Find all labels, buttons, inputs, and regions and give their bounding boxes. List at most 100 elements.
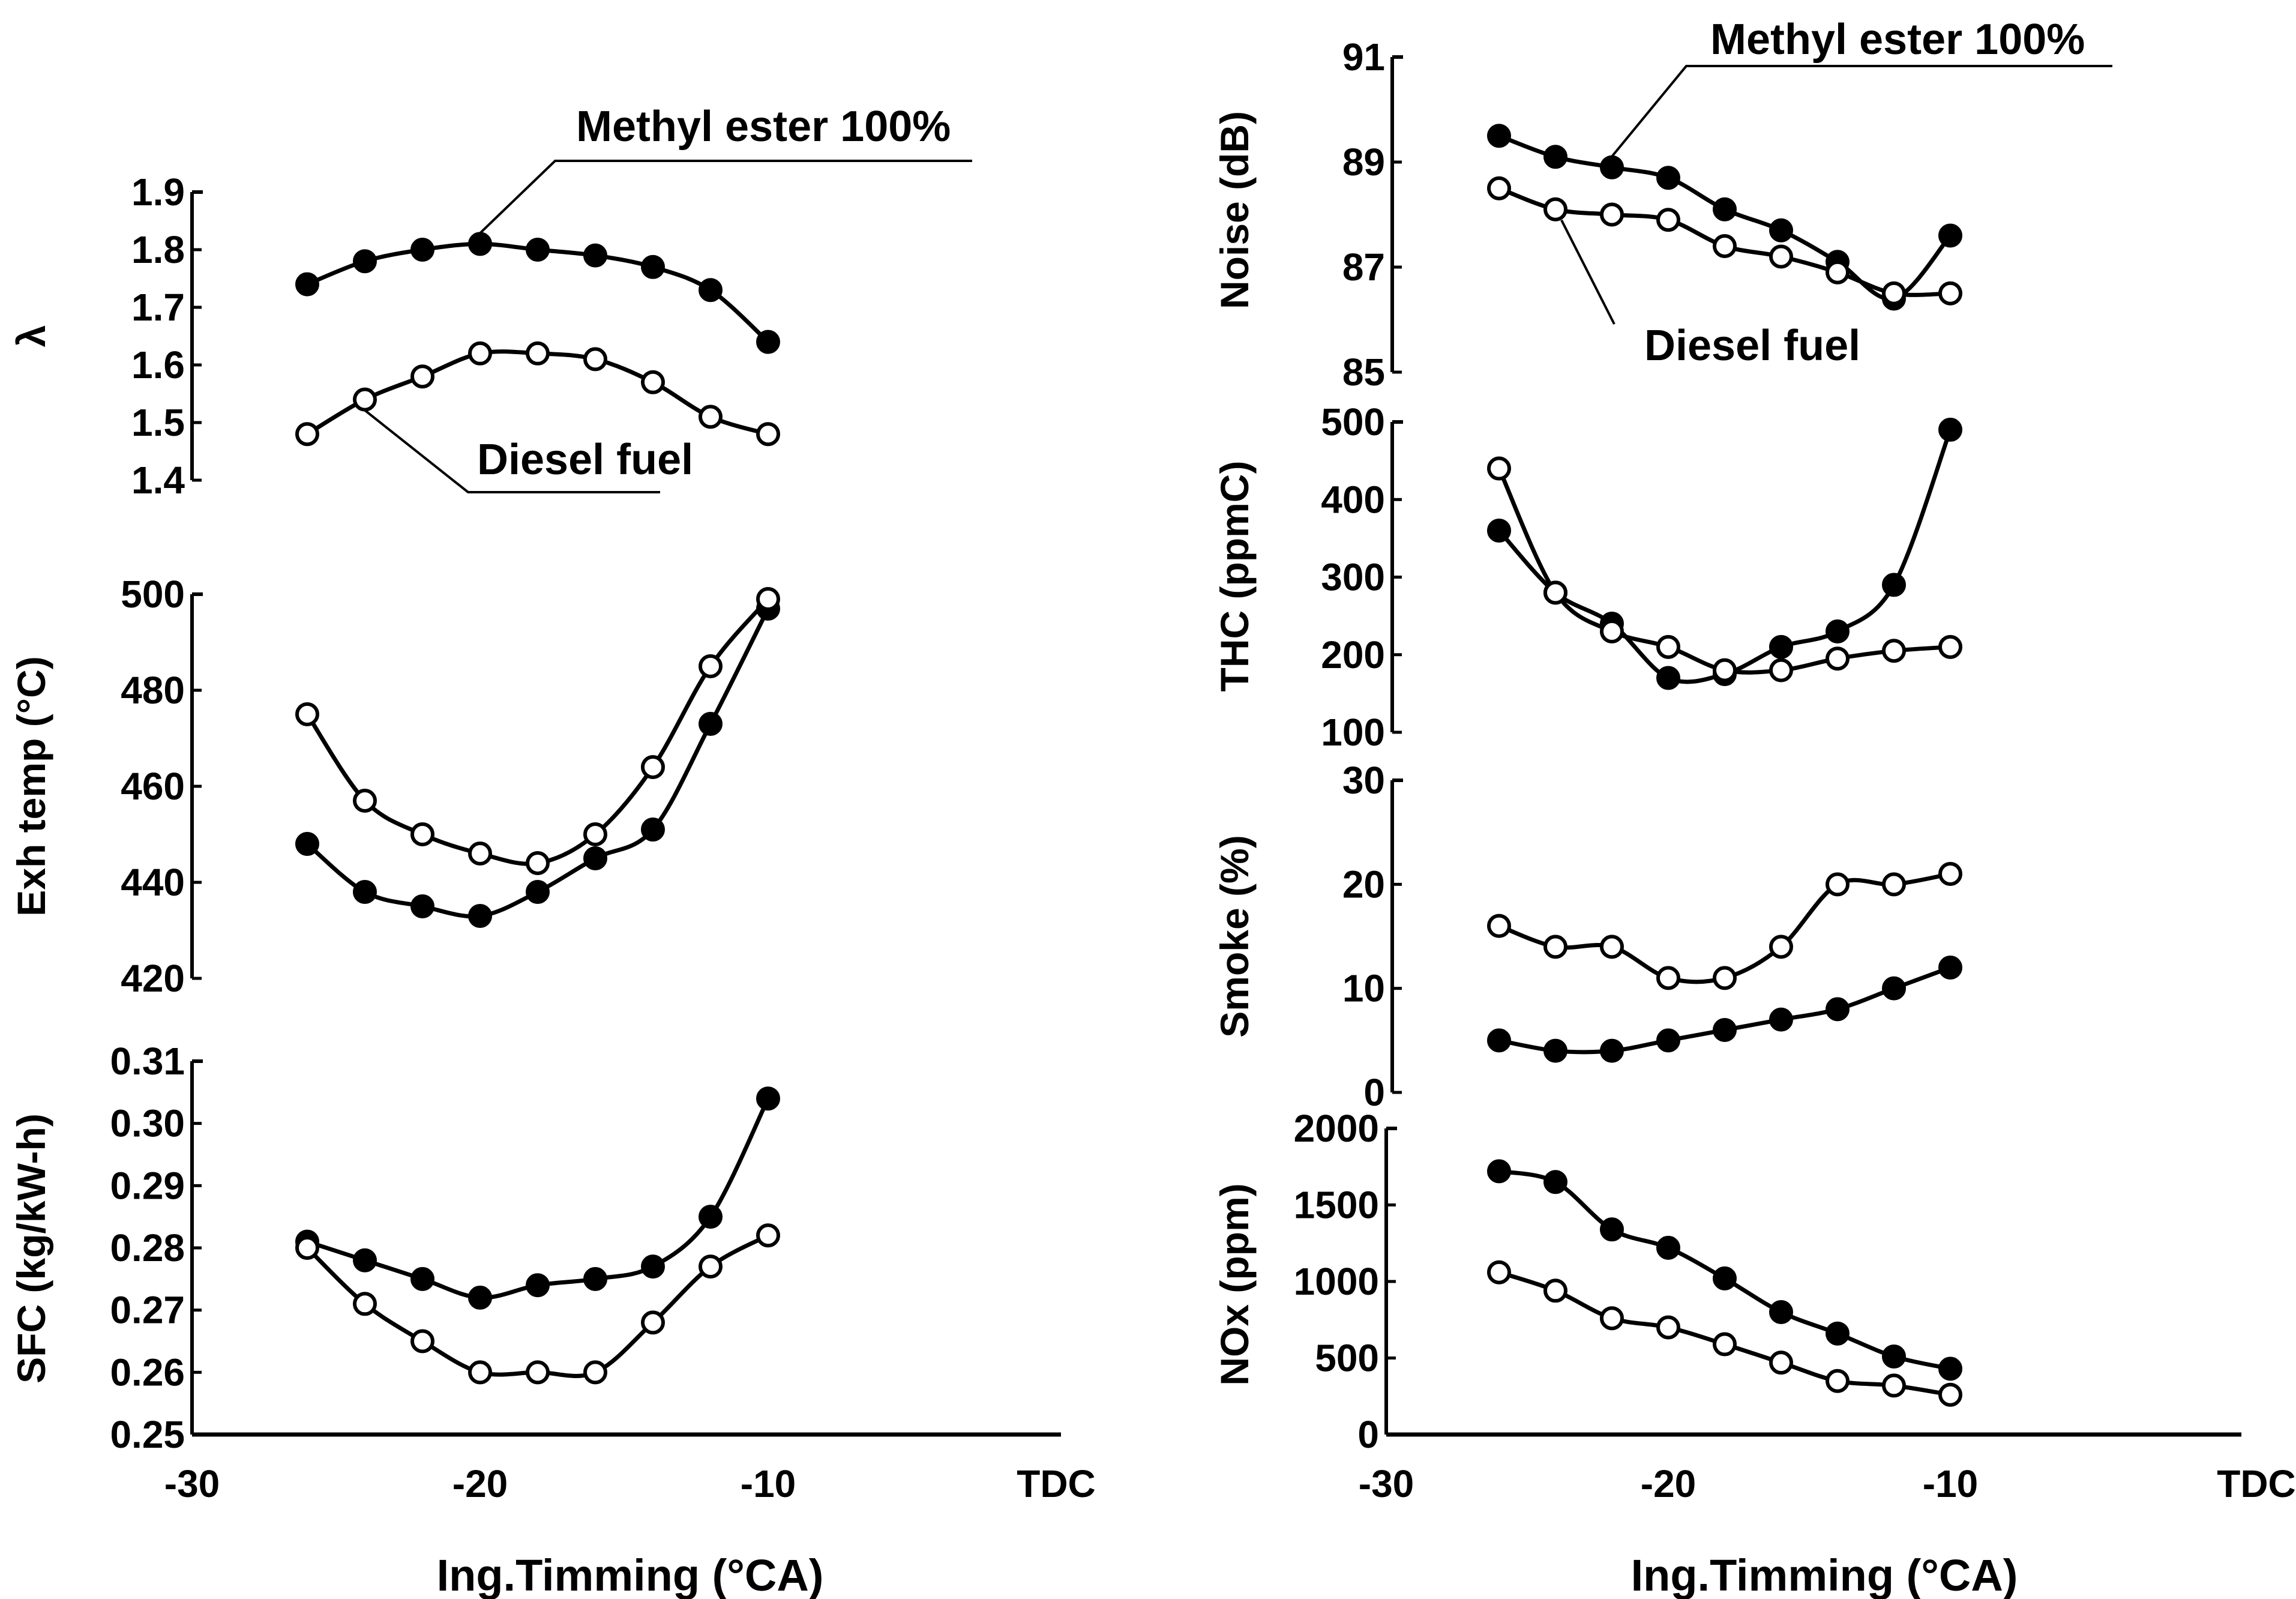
filled-data-point (1656, 666, 1680, 690)
open-data-point (699, 654, 723, 678)
open-data-point (468, 842, 492, 866)
panel-5: 0 10 20 30 Smoke (%) (1212, 759, 1962, 1114)
y-tick-label: 0.30 (110, 1102, 185, 1145)
open-data-point (1826, 872, 1850, 897)
open-data-point (1600, 619, 1624, 643)
y-tick-label: 0.25 (110, 1413, 185, 1456)
y-axis-title: Exh temp (°C) (9, 656, 53, 916)
panel-6: 0 500 1000 1500 2000 NOx (ppm) (1212, 1107, 1962, 1456)
right-x-tick-label: -30 (1359, 1462, 1414, 1505)
open-data-point (1826, 646, 1850, 671)
y-tick-label: 0.29 (110, 1164, 185, 1207)
y-tick-label: 440 (121, 861, 185, 904)
y-tick-label: 500 (121, 573, 185, 616)
open-data-point (1487, 456, 1511, 481)
y-tick-label: 85 (1342, 351, 1385, 394)
left-x-tick-label: -30 (164, 1462, 220, 1505)
panel-4: 100 200 300 400 500 THC (ppmC) (1212, 400, 1962, 754)
filled-data-point (1487, 1159, 1511, 1184)
left-x-tick-label: -10 (741, 1462, 796, 1505)
open-data-point (756, 1223, 780, 1248)
y-tick-label: 300 (1321, 556, 1385, 599)
right-x-tick-label: -10 (1923, 1462, 1979, 1505)
panel-0: 1.4 1.5 1.6 1.7 1.8 1.9 λ (9, 160, 972, 502)
filled-data-point (1826, 997, 1850, 1022)
open-data-point (1826, 260, 1850, 285)
panel-2: 0.25 0.26 0.27 0.28 0.29 0.30 0.31 SFC (kg/kW-h… (9, 1040, 780, 1456)
y-tick-label: 1.4 (131, 459, 185, 502)
legend-leader-methyl (1611, 65, 2112, 158)
filled-data-point (1543, 1038, 1567, 1063)
open-data-point (699, 1254, 723, 1279)
y-tick-label: 30 (1342, 759, 1385, 802)
y-axis-title: THC (ppmC) (1212, 461, 1257, 692)
filled-data-point (1882, 573, 1906, 597)
panels-layer: 1.4 1.5 1.6 1.7 1.8 1.9 λ 420 440 460 480 500 Exh te… (9, 35, 2112, 1456)
filled-data-point (353, 1248, 377, 1272)
open-data-point (1600, 935, 1624, 959)
open-data-point (641, 1310, 665, 1335)
filled-data-point (1713, 1018, 1737, 1042)
filled-data-point (1713, 197, 1737, 221)
y-tick-label: 500 (1321, 400, 1385, 444)
right-x-axis: -30 -20 -10 TDC Ing.Timming (°CA) (1359, 1432, 2296, 1599)
filled-data-point (1938, 956, 1962, 980)
open-data-point (1769, 935, 1793, 959)
filled-data-point (1656, 1235, 1680, 1260)
open-data-point (699, 405, 723, 429)
filled-data-point (410, 1266, 434, 1291)
open-data-point (1487, 176, 1511, 200)
panel-1: 420 440 460 480 500 Exh temp (°C) (9, 573, 780, 1000)
filled-data-point (1543, 1170, 1567, 1194)
filled-data-point (641, 254, 665, 279)
y-axis-title: SFC (kg/kW-h) (9, 1113, 53, 1384)
filled-data-point (353, 249, 377, 274)
filled-data-point (526, 238, 550, 262)
open-data-point (1938, 634, 1962, 659)
open-data-point (1656, 634, 1680, 659)
filled-data-point (1938, 223, 1962, 248)
legend-leader-diesel (1560, 219, 1615, 325)
filled-data-point (526, 1273, 550, 1298)
filled-data-point (1600, 1038, 1624, 1063)
open-data-point (641, 755, 665, 779)
open-data-point (410, 1329, 434, 1354)
y-tick-label: 460 (121, 765, 185, 808)
filled-data-point (1826, 1321, 1850, 1346)
y-tick-label: 1.9 (131, 170, 185, 214)
filled-data-point (699, 1205, 723, 1229)
open-data-point (1882, 281, 1906, 306)
open-data-point (1713, 234, 1737, 258)
filled-data-point (1938, 1357, 1962, 1381)
panel-3: 85 87 89 91 Noise (dB) (1212, 35, 2112, 394)
filled-data-point (1769, 634, 1793, 659)
filled-data-point (1600, 155, 1624, 179)
legend-methyl-left: Methyl ester 100% (576, 103, 951, 151)
left-x-tick-label: -20 (452, 1462, 508, 1505)
series-line-diesel (1497, 468, 1951, 675)
y-tick-label: 1000 (1294, 1260, 1379, 1303)
filled-data-point (295, 832, 319, 856)
filled-data-point (1769, 1300, 1793, 1324)
open-data-point (295, 702, 319, 726)
open-data-point (1487, 914, 1511, 938)
filled-data-point (295, 272, 319, 297)
y-tick-label: 100 (1321, 711, 1385, 754)
left-x-axis: -30 -20 -10 TDC Ing.Timming (°CA) (164, 1432, 1096, 1599)
filled-data-point (756, 1086, 780, 1111)
filled-data-point (1713, 1266, 1737, 1290)
y-tick-label: 0 (1357, 1413, 1379, 1456)
open-data-point (1713, 966, 1737, 990)
open-data-point (1938, 1382, 1962, 1407)
y-axis-title: Smoke (%) (1212, 835, 1257, 1037)
y-tick-label: 20 (1342, 863, 1385, 906)
open-data-point (1656, 1315, 1680, 1340)
y-tick-label: 2000 (1294, 1107, 1379, 1150)
filled-data-point (1487, 518, 1511, 543)
y-tick-label: 10 (1342, 967, 1385, 1010)
filled-data-point (1882, 976, 1906, 1001)
open-data-point (1487, 1260, 1511, 1284)
filled-data-point (1656, 166, 1680, 190)
open-data-point (353, 789, 377, 813)
open-data-point (1543, 935, 1567, 959)
